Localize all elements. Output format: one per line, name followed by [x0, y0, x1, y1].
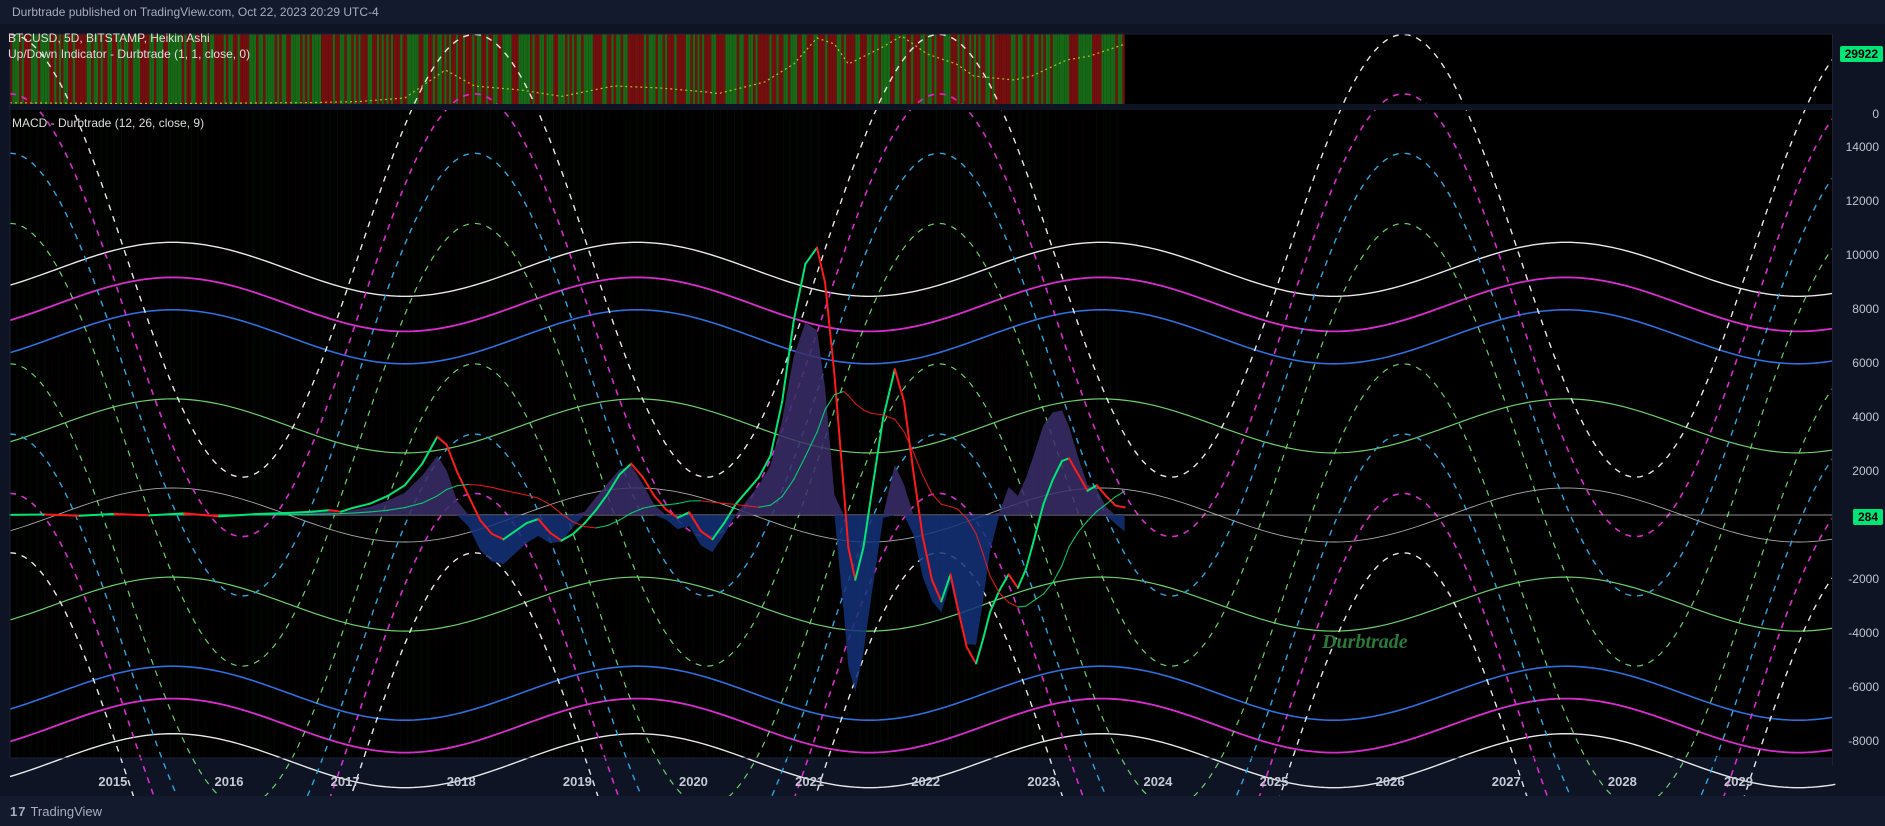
- y-tick: -2000: [1848, 572, 1879, 586]
- root: Durbtrade published on TradingView.com, …: [0, 0, 1885, 826]
- chart-area[interactable]: BTCUSD, 5D, BITSTAMP, Heikin Ashi Up/Dow…: [0, 24, 1885, 796]
- top-panel-labels: BTCUSD, 5D, BITSTAMP, Heikin Ashi Up/Dow…: [0, 24, 258, 68]
- x-tick: 2023: [1027, 774, 1056, 789]
- y-tick: 6000: [1852, 356, 1879, 370]
- y-axis[interactable]: 29922 0 14000 12000 10000 8000 6000 4000 2000 -20…: [1832, 34, 1885, 766]
- macd-label: MACD - Durbtrade (12, 26, close, 9): [12, 116, 204, 130]
- y-tick: -8000: [1848, 734, 1879, 748]
- x-tick: 2024: [1143, 774, 1172, 789]
- x-tick: 2026: [1376, 774, 1405, 789]
- y-tick: 10000: [1846, 248, 1879, 262]
- top-panel-zero-label: 0: [1872, 107, 1879, 121]
- x-tick: 2021: [795, 774, 824, 789]
- y-tick: -4000: [1848, 626, 1879, 640]
- footer: 17 TradingView: [0, 796, 1885, 826]
- x-tick: 2019: [563, 774, 592, 789]
- price-badge: 29922: [1840, 46, 1883, 62]
- y-tick: 14000: [1846, 140, 1879, 154]
- symbol-line: BTCUSD, 5D, BITSTAMP, Heikin Ashi: [8, 30, 250, 46]
- publish-text: Durbtrade published on TradingView.com, …: [12, 5, 379, 19]
- x-tick: 2022: [911, 774, 940, 789]
- y-tick: 2000: [1852, 464, 1879, 478]
- x-tick: 2015: [98, 774, 127, 789]
- x-tick: 2016: [215, 774, 244, 789]
- macd-value-badge: 284: [1853, 509, 1883, 525]
- x-axis[interactable]: 2015 2016 2017 2018 2019 2020 2021 2022 2023 2024…: [10, 768, 1833, 796]
- x-tick: 2025: [1260, 774, 1289, 789]
- y-tick: 12000: [1846, 194, 1879, 208]
- x-tick: 2020: [679, 774, 708, 789]
- y-tick: 8000: [1852, 302, 1879, 316]
- chart-svg[interactable]: [0, 24, 1885, 796]
- x-tick: 2017: [331, 774, 360, 789]
- tradingview-brand: TradingView: [30, 804, 102, 819]
- publish-header: Durbtrade published on TradingView.com, …: [0, 0, 1885, 24]
- x-tick: 2018: [447, 774, 476, 789]
- x-tick: 2029: [1724, 774, 1753, 789]
- tradingview-logo-mark: 17: [10, 804, 26, 819]
- x-tick: 2028: [1608, 774, 1637, 789]
- y-tick: 4000: [1852, 410, 1879, 424]
- x-tick: 2027: [1492, 774, 1521, 789]
- indicator-line: Up/Down Indicator - Durbtrade (1, 1, clo…: [8, 46, 250, 62]
- y-tick: -6000: [1848, 680, 1879, 694]
